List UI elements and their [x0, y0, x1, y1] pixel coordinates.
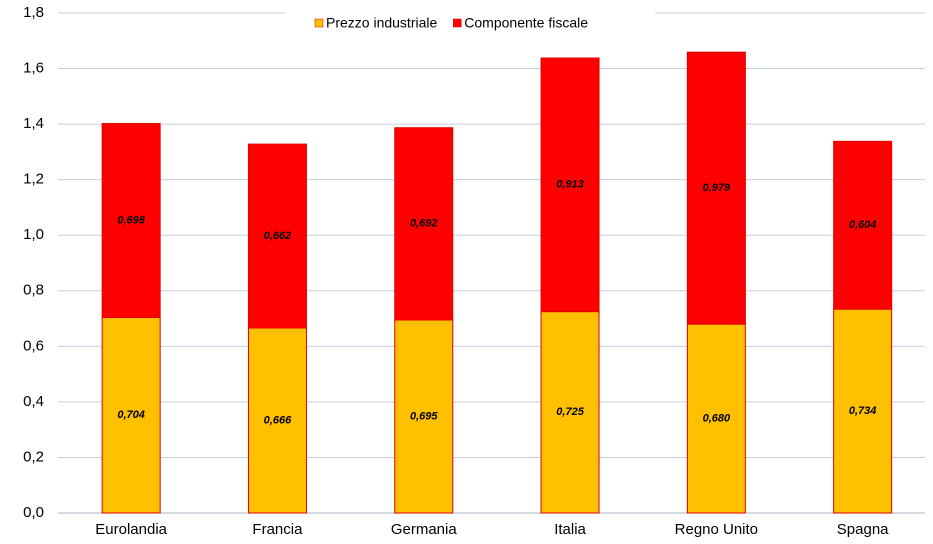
legend: Prezzo industriale Componente fiscale	[285, 3, 655, 31]
data-label: 0,604	[849, 219, 877, 231]
y-tick-label: 1,2	[23, 171, 44, 188]
x-tick-label: Spagna	[837, 521, 889, 538]
bar-segment	[247, 143, 307, 329]
y-tick-label: 0,4	[23, 393, 44, 410]
x-tick-label: Germania	[391, 521, 458, 538]
bar-segment	[686, 51, 746, 325]
bar-segment	[394, 319, 454, 514]
legend-swatch	[453, 18, 462, 28]
bar-segment	[686, 323, 746, 514]
legend-label: Componente fiscale	[464, 15, 588, 31]
y-tick-label: 0,6	[23, 337, 44, 354]
y-tick-label: 1,8	[23, 4, 44, 21]
x-tick-label: Italia	[554, 521, 586, 538]
y-tick-label: 1,6	[23, 60, 44, 77]
bar-segment	[394, 127, 454, 321]
data-label: 0,704	[117, 409, 145, 421]
legend-label: Prezzo industriale	[326, 15, 437, 31]
data-label: 0,913	[556, 179, 584, 191]
x-tick-label: Regno Unito	[675, 521, 758, 538]
data-label: 0,680	[703, 412, 731, 424]
data-label: 0,662	[264, 230, 292, 242]
x-tick-label: Eurolandia	[95, 521, 167, 538]
data-label: 0,666	[264, 414, 292, 426]
data-label: 0,698	[117, 214, 145, 226]
bar-segment	[833, 308, 893, 514]
legend-swatch	[314, 18, 324, 28]
data-label: 0,692	[410, 218, 438, 230]
data-label: 0,734	[849, 405, 877, 417]
y-tick-label: 1,0	[23, 226, 44, 243]
y-tick-label: 0,8	[23, 282, 44, 299]
y-tick-label: 0,2	[23, 448, 44, 465]
bar-segment	[540, 311, 600, 514]
data-label: 0,979	[703, 182, 731, 194]
bar-segment	[101, 123, 161, 318]
bar-segment	[833, 140, 893, 310]
x-tick-label: Francia	[252, 521, 303, 538]
y-tick-label: 1,4	[23, 115, 44, 132]
data-label: 0,725	[556, 406, 584, 418]
legend-background	[285, 3, 655, 25]
bar-segment	[247, 327, 307, 514]
bar-segment	[540, 57, 600, 313]
data-label: 0,695	[410, 410, 438, 422]
y-tick-label: 0,0	[23, 504, 44, 521]
